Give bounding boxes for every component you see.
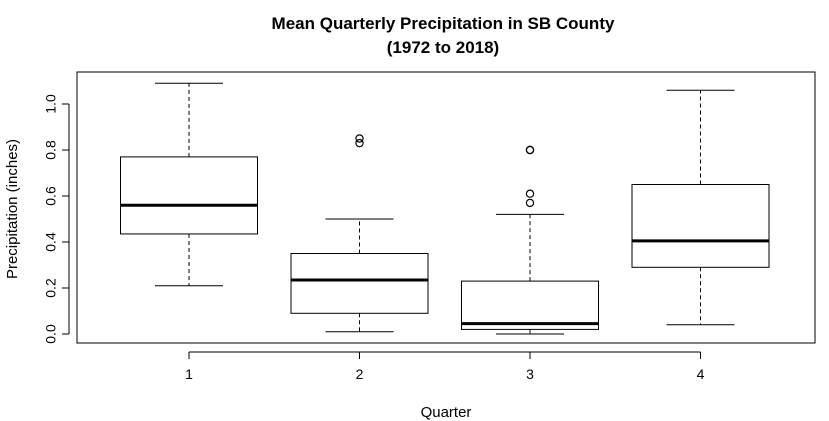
y-tick-label: 0.8 (43, 140, 59, 160)
outlier-point (355, 134, 364, 143)
x-tick-label: 2 (356, 366, 364, 382)
outlier-point (525, 198, 535, 208)
box-2 (290, 134, 429, 333)
x-axis-label: Quarter (421, 404, 472, 421)
iqr-box (461, 280, 599, 330)
y-axis-label: Precipitation (inches) (4, 139, 21, 279)
x-tick-label: 1 (185, 366, 193, 382)
box-3 (461, 145, 599, 335)
box-4 (631, 89, 770, 326)
y-tick-label: 0.4 (43, 232, 59, 252)
plot-frame (76, 71, 816, 344)
chart-subtitle: (1972 to 2018) (387, 38, 499, 57)
y-tick-label: 0.6 (43, 186, 59, 206)
y-tick-label: 0.0 (43, 324, 59, 344)
outlier-point (355, 138, 364, 148)
iqr-box (631, 184, 770, 268)
chart-title: Mean Quarterly Precipitation in SB Count… (272, 14, 615, 33)
outlier-point (525, 145, 535, 155)
y-tick-label: 1.0 (43, 94, 59, 114)
y-tick-label: 0.2 (43, 278, 59, 298)
x-tick-label: 3 (526, 366, 534, 382)
outlier-point (525, 189, 535, 198)
y-axis: 0.0 0.2 0.4 0.6 0.8 1.0 (43, 94, 70, 344)
boxes-layer (120, 82, 770, 335)
box-1 (120, 82, 258, 287)
x-axis: 1 2 3 4 (185, 351, 705, 382)
x-tick-label: 4 (697, 366, 705, 382)
iqr-box (120, 156, 258, 235)
iqr-box (290, 253, 429, 314)
